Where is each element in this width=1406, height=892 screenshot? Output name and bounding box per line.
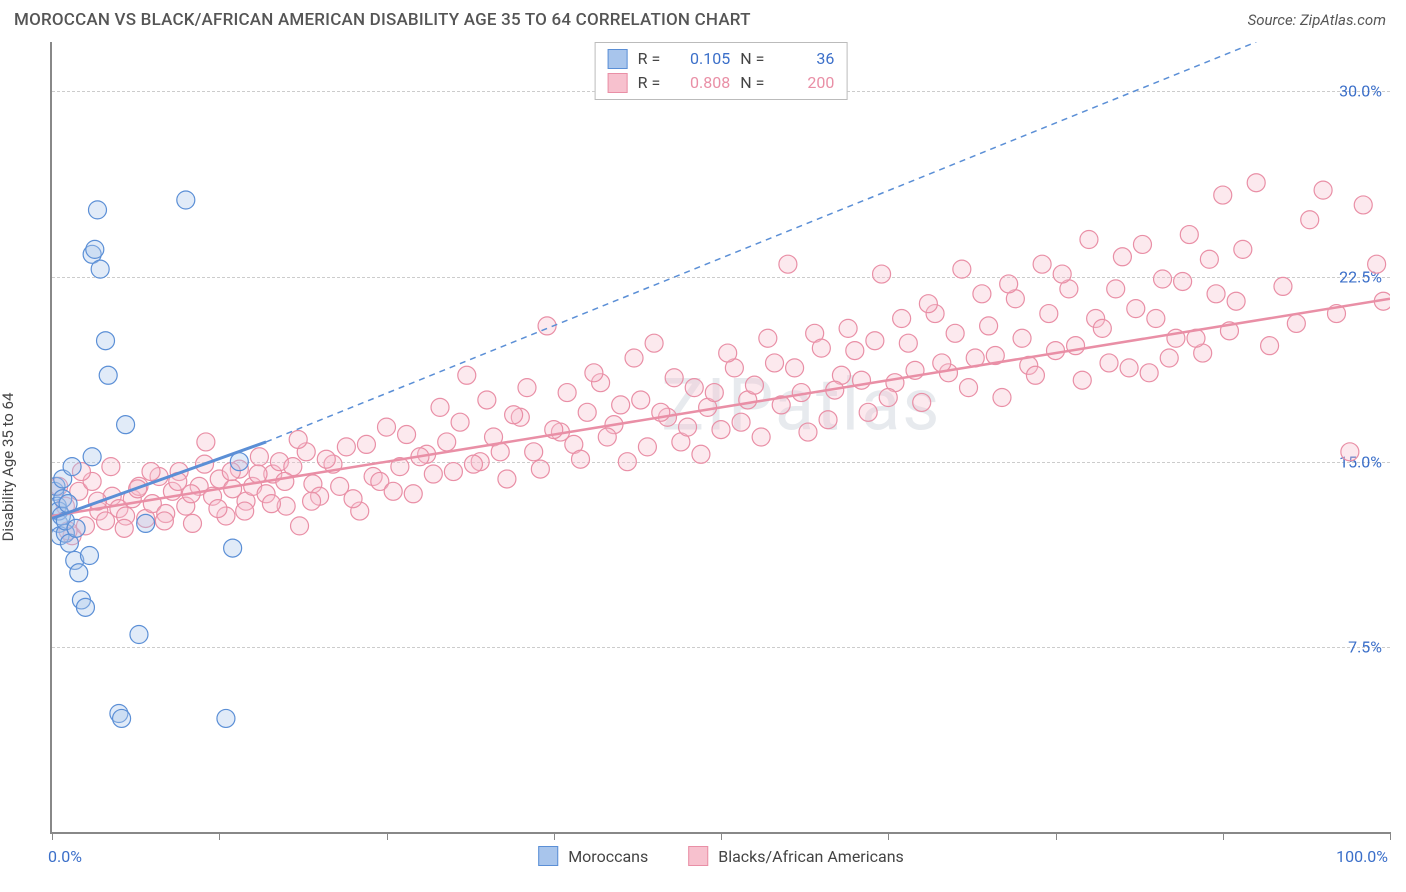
legend-swatch-blacks (688, 846, 708, 866)
n-label: N = (740, 71, 764, 95)
r-value-blacks: 0.808 (670, 71, 730, 95)
swatch-moroccans (608, 49, 628, 69)
n-value-blacks: 200 (774, 71, 834, 95)
legend-label-blacks: Blacks/African Americans (718, 847, 904, 866)
chart-title: MOROCCAN VS BLACK/AFRICAN AMERICAN DISAB… (14, 10, 751, 30)
legend-item-moroccans: Moroccans (538, 846, 648, 866)
x-tick (721, 832, 722, 840)
x-tick (554, 832, 555, 840)
x-tick (888, 832, 889, 840)
n-value-moroccans: 36 (774, 47, 834, 71)
x-tick (1056, 832, 1057, 840)
x-axis-min-label: 0.0% (48, 847, 82, 866)
bottom-legend: Moroccans Blacks/African Americans (538, 846, 904, 866)
x-tick (1223, 832, 1224, 840)
n-label: N = (740, 47, 764, 71)
x-tick (219, 832, 220, 840)
chart-source: Source: ZipAtlas.com (1248, 11, 1386, 29)
r-value-moroccans: 0.105 (670, 47, 730, 71)
y-axis-label: Disability Age 35 to 64 (0, 393, 17, 542)
chart-area: Disability Age 35 to 64 ZIPatlas R = 0.1… (14, 42, 1392, 892)
plot-svg (52, 42, 1390, 832)
r-label: R = (638, 47, 661, 71)
legend-item-blacks: Blacks/African Americans (688, 846, 904, 866)
legend-swatch-moroccans (538, 846, 558, 866)
x-tick (387, 832, 388, 840)
corr-row-blacks: R = 0.808 N = 200 (608, 71, 835, 95)
chart-header: MOROCCAN VS BLACK/AFRICAN AMERICAN DISAB… (0, 0, 1406, 38)
r-label: R = (638, 71, 661, 95)
x-axis-max-label: 100.0% (1336, 847, 1388, 866)
correlation-box: R = 0.105 N = 36 R = 0.808 N = 200 (595, 42, 848, 100)
x-tick (52, 832, 53, 840)
plot-frame: ZIPatlas R = 0.105 N = 36 R = 0.808 N = … (50, 42, 1390, 834)
x-tick (1390, 832, 1391, 840)
legend-label-moroccans: Moroccans (568, 847, 648, 866)
corr-row-moroccans: R = 0.105 N = 36 (608, 47, 835, 71)
swatch-blacks (608, 73, 628, 93)
